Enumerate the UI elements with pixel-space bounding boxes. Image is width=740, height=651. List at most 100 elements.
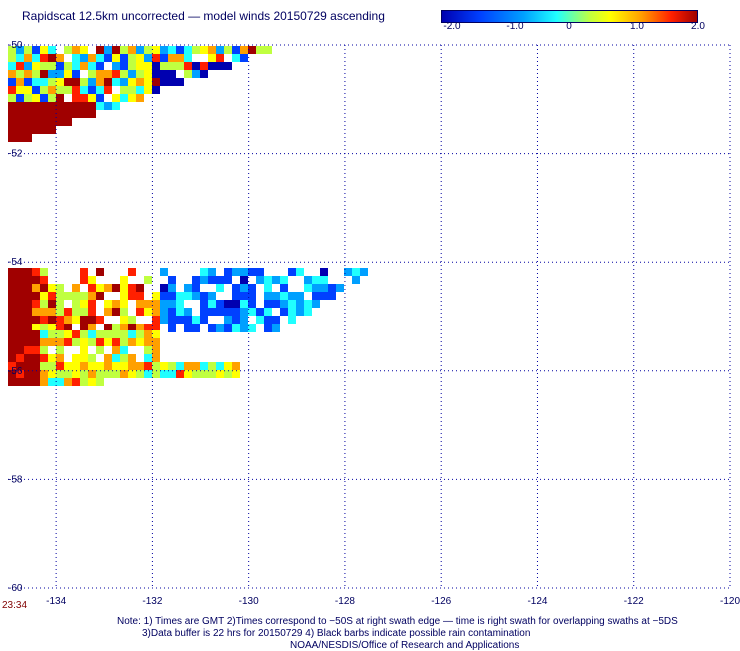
wind-cell (120, 300, 128, 308)
wind-cell (280, 308, 288, 316)
wind-cell (32, 284, 40, 292)
wind-cell (352, 268, 360, 276)
wind-cell (8, 300, 16, 308)
wind-cell (160, 284, 168, 292)
colorbar (441, 10, 698, 23)
wind-cell (80, 54, 88, 62)
wind-cell (272, 300, 280, 308)
wind-cell (80, 86, 88, 94)
wind-cell (104, 284, 112, 292)
axis-labels: -134 -132 -130 -128 -126 -124 -122 -120 -50 -52 -5… (8, 40, 740, 607)
wind-difference-cells (8, 46, 368, 386)
wind-cell (224, 62, 232, 70)
wind-cell (176, 362, 184, 370)
wind-cell (200, 62, 208, 70)
wind-cell (24, 300, 32, 308)
x-tick-label: -134 (46, 596, 66, 607)
wind-cell (40, 62, 48, 70)
wind-cell (232, 362, 240, 370)
wind-cell (152, 62, 160, 70)
wind-cell (128, 370, 136, 378)
wind-cell (72, 54, 80, 62)
wind-cell (216, 370, 224, 378)
note-line-3: NOAA/NESDIS/Office of Research and Appli… (290, 640, 520, 651)
wind-cell (160, 70, 168, 78)
wind-cell (64, 70, 72, 78)
wind-cell (56, 78, 64, 86)
wind-cell (104, 78, 112, 86)
wind-cell (288, 308, 296, 316)
wind-cell (200, 292, 208, 300)
wind-cell (32, 70, 40, 78)
wind-cell (72, 110, 80, 118)
wind-cell (32, 118, 40, 126)
wind-cell (48, 70, 56, 78)
wind-cell (8, 284, 16, 292)
wind-cell (160, 54, 168, 62)
wind-cell (72, 300, 80, 308)
wind-cell (32, 308, 40, 316)
wind-cell (96, 268, 104, 276)
wind-cell (8, 118, 16, 126)
wind-cell (160, 46, 168, 54)
wind-cell (40, 126, 48, 134)
wind-cell (32, 324, 40, 332)
wind-cell (24, 276, 32, 284)
colorbar-tick-label: -2.0 (443, 21, 461, 32)
map-grid (8, 44, 731, 589)
wind-cell (208, 54, 216, 62)
wind-cell (48, 118, 56, 126)
wind-cell (120, 94, 128, 102)
wind-cell (56, 118, 64, 126)
wind-cell (24, 346, 32, 354)
wind-cell (80, 362, 88, 370)
wind-cell (16, 308, 24, 316)
wind-cell (144, 46, 152, 54)
wind-cell (24, 94, 32, 102)
wind-cell (152, 308, 160, 316)
wind-cell (24, 118, 32, 126)
wind-cell (152, 54, 160, 62)
wind-cell (48, 354, 56, 362)
wind-cell (48, 54, 56, 62)
wind-cell (224, 300, 232, 308)
wind-cell (192, 46, 200, 54)
wind-cell (144, 78, 152, 86)
wind-cell (96, 346, 104, 354)
wind-cell (112, 362, 120, 370)
wind-cell (32, 354, 40, 362)
wind-cell (240, 308, 248, 316)
wind-cell (104, 330, 112, 338)
wind-cell (48, 330, 56, 338)
wind-cell (24, 134, 32, 142)
wind-cell (232, 46, 240, 54)
wind-cell (24, 316, 32, 324)
wind-cell (48, 308, 56, 316)
wind-cell (56, 94, 64, 102)
wind-cell (16, 324, 24, 332)
x-tick-label: -124 (527, 596, 547, 607)
wind-cell (88, 284, 96, 292)
wind-cell (240, 316, 248, 324)
wind-cell (184, 362, 192, 370)
wind-cell (56, 330, 64, 338)
wind-cell (248, 46, 256, 54)
wind-cell (112, 308, 120, 316)
wind-cell (64, 338, 72, 346)
wind-cell (216, 324, 224, 332)
wind-cell (192, 316, 200, 324)
wind-cell (88, 62, 96, 70)
wind-cell (32, 362, 40, 370)
wind-cell (152, 370, 160, 378)
wind-cell (104, 86, 112, 94)
wind-cell (168, 54, 176, 62)
wind-cell (32, 316, 40, 324)
wind-cell (144, 276, 152, 284)
wind-cell (88, 86, 96, 94)
wind-cell (104, 338, 112, 346)
wind-cell (112, 354, 120, 362)
wind-cell (208, 308, 216, 316)
wind-cell (152, 46, 160, 54)
wind-cell (64, 308, 72, 316)
